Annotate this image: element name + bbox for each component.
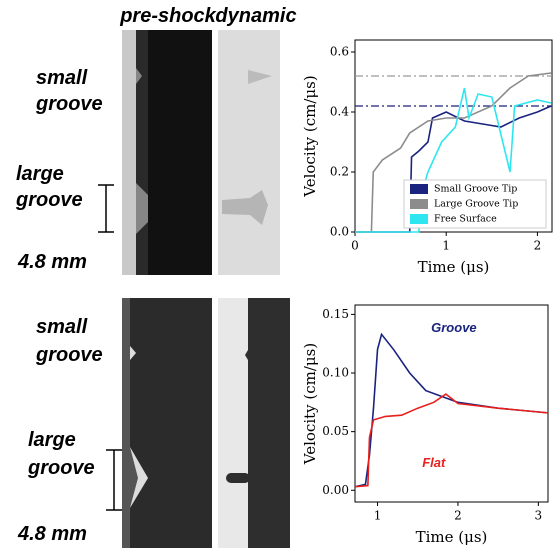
label: small [36, 67, 88, 89]
legend-label: Free Surface [434, 214, 497, 225]
legend-swatch [410, 184, 428, 194]
series-line [354, 393, 549, 488]
x-tick-label: 1 [374, 509, 382, 523]
legend: Small Groove Tip Large Groove Tip Free Sur… [403, 179, 547, 229]
x-tick-label: 0 [351, 239, 359, 253]
label: groove [15, 189, 83, 211]
label: large [28, 429, 76, 451]
scale-label: 4.8 mm [17, 251, 87, 273]
y-tick-label: 0.00 [322, 483, 349, 497]
y-tick-label: 0.10 [322, 366, 349, 380]
series-line [355, 72, 552, 233]
series-annotation: Flat [422, 455, 446, 470]
x-axis-label: Time (μs) [418, 258, 490, 276]
label: groove [27, 457, 95, 479]
y-axis-label: Velocity (cm/μs) [301, 75, 319, 197]
legend-label: Large Groove Tip [434, 199, 518, 210]
y-tick-label: 0.2 [330, 165, 349, 179]
x-tick-label: 2 [454, 509, 462, 523]
scale-label: 4.8 mm [17, 523, 87, 545]
scale-bracket [98, 184, 122, 511]
y-tick-label: 0.6 [330, 45, 349, 59]
x-axis-label: Time (μs) [416, 528, 488, 546]
column-header: dynamic [215, 5, 296, 27]
image-bottom-dynamic [218, 298, 290, 548]
x-tick-label: 3 [535, 509, 543, 523]
legend-swatch [410, 214, 428, 224]
image-top-preshock [122, 30, 212, 275]
plot-frame [354, 304, 549, 503]
legend-swatch [410, 199, 428, 209]
label: small [36, 316, 88, 338]
y-tick-label: 0.4 [330, 105, 349, 119]
label: groove [35, 344, 103, 366]
legend-label: Small Groove Tip [434, 184, 517, 195]
image-top-dynamic [218, 30, 280, 275]
y-tick-label: 0.0 [330, 225, 349, 239]
series-annotation: Groove [431, 320, 477, 335]
x-tick-label: 2 [534, 239, 542, 253]
column-header: pre-shock [119, 5, 216, 27]
label: groove [35, 93, 103, 115]
series-line [355, 105, 552, 233]
y-tick-label: 0.05 [322, 424, 349, 438]
y-axis-label: Velocity (cm/μs) [301, 343, 319, 465]
plot-frame [354, 39, 553, 233]
label: large [16, 163, 64, 185]
image-bottom-preshock [122, 298, 212, 548]
x-tick-label: 1 [442, 239, 450, 253]
y-tick-label: 0.15 [322, 307, 349, 321]
